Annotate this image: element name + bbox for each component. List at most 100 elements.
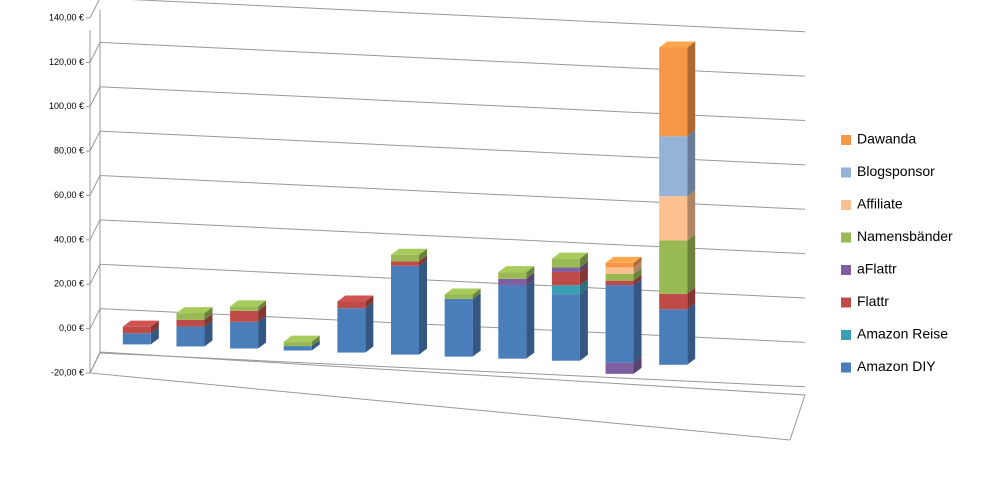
- bar: [391, 261, 419, 266]
- bar-top: [283, 335, 320, 342]
- legend-label: aFlattr: [857, 261, 897, 277]
- bar: [605, 273, 634, 281]
- bar-side: [687, 41, 696, 137]
- y-tick-label: 120,00 €: [49, 57, 84, 67]
- bar: [176, 313, 205, 320]
- bar-side: [633, 279, 642, 363]
- bar-side: [258, 304, 267, 322]
- bar: [605, 362, 634, 374]
- bar: [230, 310, 259, 322]
- legend-swatch: [841, 167, 851, 178]
- y-tick-label: 80,00 €: [54, 146, 84, 156]
- bar: [283, 341, 312, 347]
- bar: [122, 326, 151, 334]
- bar: [230, 321, 259, 349]
- bar: [337, 301, 366, 309]
- legend-label: Namensbänder: [857, 228, 953, 244]
- bar-side: [687, 190, 696, 241]
- legend-label: Blogsponsor: [857, 163, 935, 179]
- bar-side: [687, 130, 696, 197]
- bar-top: [605, 256, 642, 263]
- bar-side: [311, 340, 320, 351]
- bar-side: [204, 313, 213, 327]
- grid-line: [89, 219, 806, 255]
- bar-side: [258, 315, 267, 349]
- y-tick-label: 0,00 €: [59, 323, 84, 333]
- bar-top: [230, 300, 267, 307]
- bar-top: [391, 248, 427, 255]
- bar: [659, 240, 688, 294]
- legend-label: Flattr: [857, 293, 889, 309]
- grid-line: [89, 86, 806, 122]
- bar-side: [526, 266, 535, 279]
- bar-side: [633, 267, 642, 281]
- bar-side: [633, 274, 642, 286]
- bar-side: [687, 234, 696, 294]
- bar: [605, 280, 634, 286]
- bar-side: [365, 295, 374, 309]
- floor: [89, 351, 806, 441]
- legend-swatch: [841, 200, 851, 210]
- bar: [659, 47, 688, 137]
- bar-side: [687, 303, 696, 365]
- bar-side: [633, 356, 642, 374]
- bar-side: [204, 307, 213, 320]
- bar-side: [579, 265, 588, 286]
- bar-top: [122, 320, 159, 327]
- grid-line: [89, 41, 806, 77]
- y-tick-label: -20,00 €: [51, 367, 84, 377]
- legend-label: Amazon DIY: [857, 358, 936, 374]
- bar-side: [365, 302, 374, 353]
- bar-side: [579, 288, 588, 361]
- bar-side: [419, 255, 427, 266]
- bar: [659, 136, 688, 197]
- bar: [605, 267, 634, 274]
- legend-swatch: [841, 330, 851, 340]
- bar: [498, 272, 527, 279]
- grid-line: [89, 0, 806, 33]
- bar-top: [176, 307, 213, 314]
- legend-swatch: [841, 135, 851, 145]
- y-tick-label: 60,00 €: [54, 190, 84, 200]
- bar: [498, 285, 527, 359]
- bar-side: [526, 272, 535, 286]
- bar: [551, 271, 580, 286]
- bar-side: [150, 327, 159, 345]
- legend-swatch: [841, 232, 851, 243]
- bar-side: [258, 300, 267, 311]
- legend-label: Dawanda: [857, 131, 916, 147]
- legend-swatch: [841, 265, 851, 275]
- legend-label: Affiliate: [857, 196, 903, 212]
- bar-side: [150, 320, 159, 334]
- bar-side: [526, 279, 535, 359]
- y-tick-label: 100,00 €: [49, 101, 84, 111]
- bar-side: [204, 320, 213, 347]
- bar-top: [444, 288, 481, 295]
- bar: [283, 346, 312, 351]
- bar: [659, 196, 688, 241]
- bar: [498, 278, 527, 286]
- bar-side: [579, 261, 588, 272]
- bar-side: [419, 248, 427, 262]
- legend-swatch: [841, 362, 851, 373]
- bar: [391, 254, 419, 262]
- bar: [551, 258, 580, 268]
- y-tick-label: 40,00 €: [54, 234, 84, 244]
- bar: [122, 333, 151, 345]
- bar: [605, 262, 634, 268]
- bar: [551, 267, 580, 272]
- grid-line: [89, 352, 806, 388]
- bar-side: [472, 288, 481, 299]
- bar: [605, 285, 634, 363]
- y-tick-label: 20,00 €: [54, 279, 84, 289]
- grid-line: [89, 174, 806, 210]
- bar: [551, 285, 580, 295]
- bar: [659, 293, 688, 310]
- bar-side: [419, 259, 427, 355]
- bar-side: [687, 287, 696, 310]
- bar-top: [551, 252, 588, 259]
- bar: [444, 298, 473, 357]
- y-tick-label: 140,00 €: [49, 12, 84, 22]
- legend-label: Amazon Reise: [857, 326, 948, 342]
